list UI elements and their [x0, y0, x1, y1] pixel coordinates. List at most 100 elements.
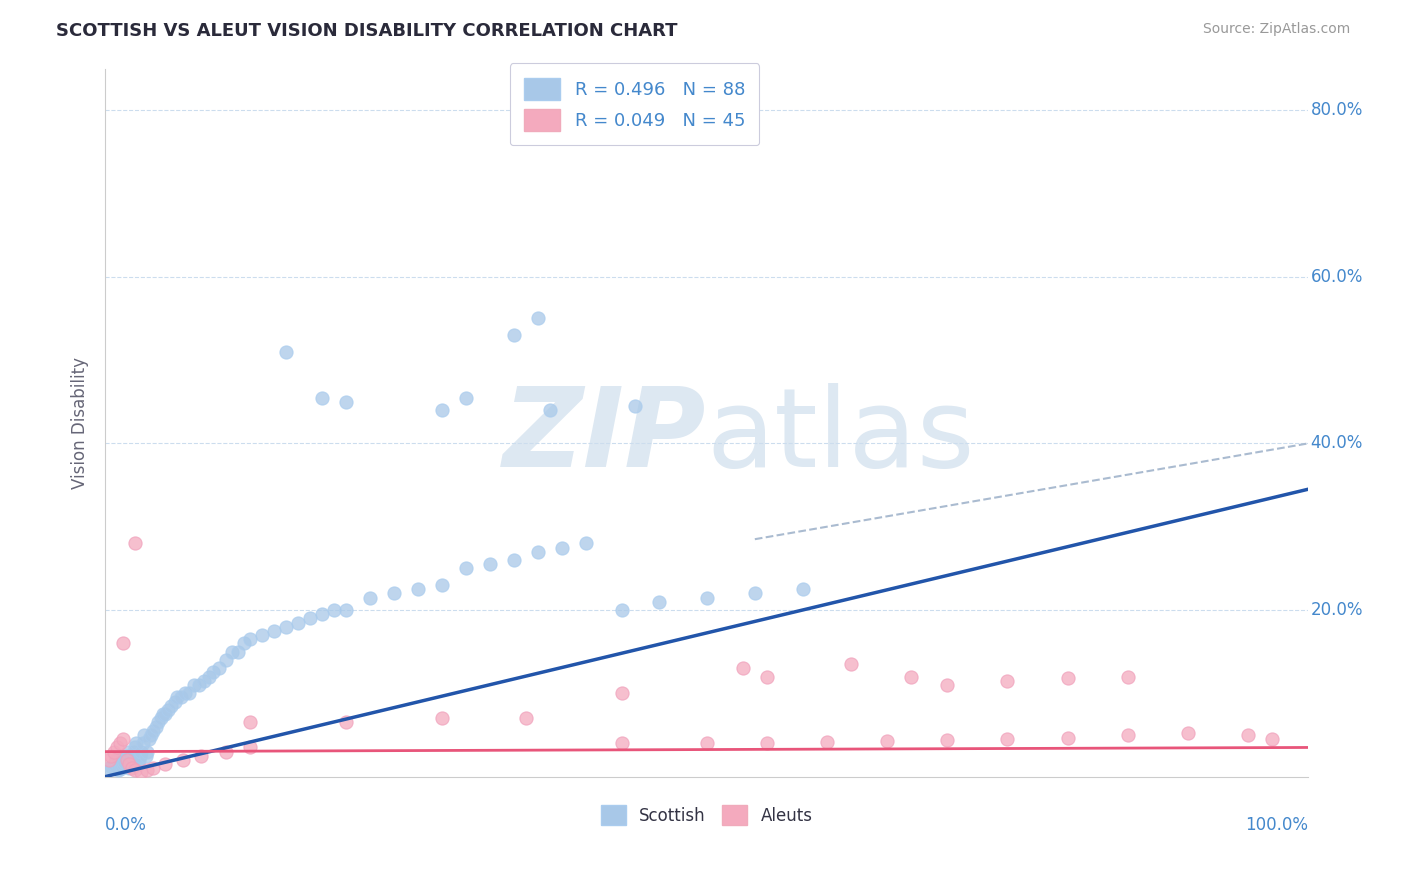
Point: [112, 636, 135, 650]
Point: [112, 757, 135, 772]
Point: [696, 591, 718, 605]
Point: [430, 403, 453, 417]
Point: [138, 732, 160, 747]
Point: [104, 755, 127, 769]
Point: [103, 745, 125, 759]
Point: [226, 645, 249, 659]
Y-axis label: Vision Disability: Vision Disability: [72, 357, 89, 489]
Point: [274, 620, 297, 634]
Point: [129, 745, 152, 759]
Point: [155, 757, 177, 772]
Point: [183, 678, 205, 692]
Point: [527, 544, 550, 558]
Point: [112, 732, 135, 747]
Point: [1177, 726, 1199, 740]
Point: [115, 748, 138, 763]
Point: [114, 753, 136, 767]
Point: [214, 653, 236, 667]
Point: [190, 748, 212, 763]
Point: [100, 748, 122, 763]
Point: [117, 745, 139, 759]
Point: [105, 753, 128, 767]
Point: [575, 536, 598, 550]
Point: [100, 759, 122, 773]
Point: [108, 736, 131, 750]
Text: 80.0%: 80.0%: [1310, 101, 1362, 120]
Point: [479, 558, 502, 572]
Point: [172, 753, 194, 767]
Point: [612, 736, 634, 750]
Point: [239, 715, 262, 730]
Text: atlas: atlas: [707, 384, 976, 491]
Point: [163, 695, 186, 709]
Point: [115, 753, 138, 767]
Point: [188, 678, 211, 692]
Point: [110, 761, 132, 775]
Point: [744, 586, 766, 600]
Point: [1116, 728, 1139, 742]
Point: [142, 723, 165, 738]
Point: [839, 657, 862, 672]
Point: [118, 757, 141, 772]
Text: 20.0%: 20.0%: [1310, 601, 1362, 619]
Point: [359, 591, 381, 605]
Point: [1261, 732, 1284, 747]
Point: [322, 603, 344, 617]
Point: [250, 628, 273, 642]
Point: [97, 753, 120, 767]
Point: [173, 686, 195, 700]
Point: [179, 686, 201, 700]
Point: [103, 757, 125, 772]
Point: [263, 624, 285, 638]
Point: [156, 703, 179, 717]
Point: [136, 745, 159, 759]
Point: [755, 736, 778, 750]
Point: [335, 715, 357, 730]
Point: [122, 748, 145, 763]
Point: [155, 707, 177, 722]
Point: [551, 541, 574, 555]
Point: [623, 399, 645, 413]
Point: [170, 690, 193, 705]
Point: [239, 740, 262, 755]
Point: [997, 673, 1019, 688]
Point: [121, 761, 143, 775]
Point: [122, 745, 145, 759]
Text: 100.0%: 100.0%: [1246, 815, 1308, 833]
Point: [111, 759, 134, 773]
Text: ZIP: ZIP: [503, 384, 707, 491]
Point: [298, 611, 321, 625]
Point: [121, 753, 143, 767]
Point: [311, 607, 333, 622]
Point: [114, 755, 136, 769]
Point: [612, 603, 634, 617]
Point: [997, 732, 1019, 747]
Point: [139, 728, 162, 742]
Point: [97, 761, 120, 775]
Text: Source: ZipAtlas.com: Source: ZipAtlas.com: [1202, 22, 1350, 37]
Point: [129, 765, 152, 780]
Point: [160, 698, 183, 713]
Point: [647, 595, 669, 609]
Point: [792, 582, 814, 597]
Point: [118, 761, 141, 775]
Point: [1116, 670, 1139, 684]
Point: [696, 736, 718, 750]
Point: [166, 690, 188, 705]
Point: [456, 561, 478, 575]
Point: [406, 582, 429, 597]
Point: [105, 740, 128, 755]
Point: [876, 733, 898, 747]
Point: [145, 720, 167, 734]
Point: [1056, 671, 1078, 685]
Point: [193, 673, 215, 688]
Point: [214, 745, 236, 759]
Point: [124, 763, 146, 777]
Point: [124, 536, 146, 550]
Point: [107, 763, 129, 777]
Point: [815, 734, 838, 748]
Text: 0.0%: 0.0%: [105, 815, 148, 833]
Text: 40.0%: 40.0%: [1310, 434, 1362, 452]
Point: [503, 553, 526, 567]
Point: [108, 762, 131, 776]
